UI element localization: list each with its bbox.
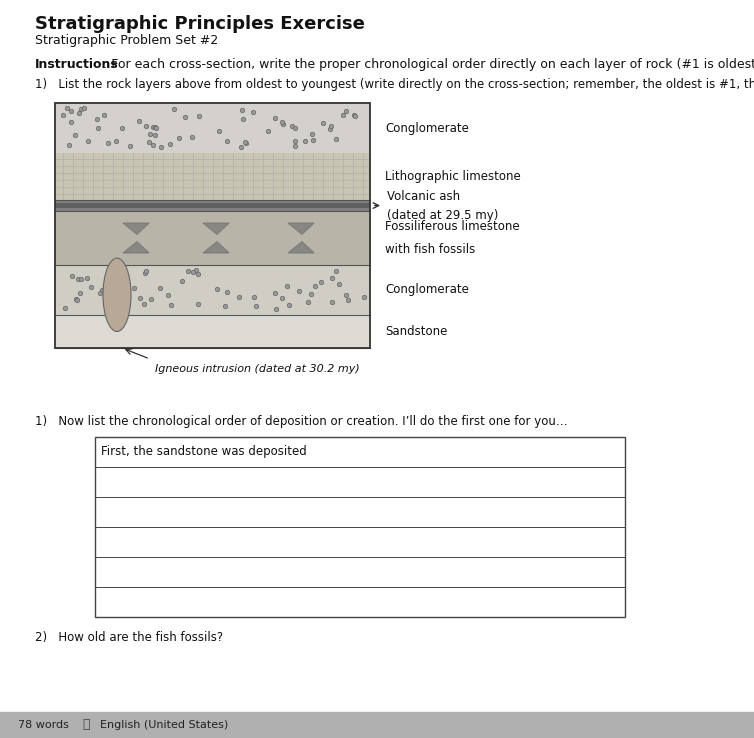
Bar	[55, 265, 370, 315]
Text: Instructions: Instructions	[35, 58, 118, 71]
Bar	[55, 103, 370, 154]
Bar	[95, 437, 625, 617]
Bar	[55, 103, 370, 348]
Text: Lithographic limestone: Lithographic limestone	[385, 170, 521, 183]
Polygon shape	[203, 242, 229, 253]
Bar	[55, 315, 370, 348]
Text: Conglomerate: Conglomerate	[385, 122, 469, 134]
Text: 1)   Now list the chronological order of deposition or creation. I’ll do the fir: 1) Now list the chronological order of d…	[35, 415, 568, 428]
Bar	[55, 211, 370, 265]
Text: with fish fossils: with fish fossils	[385, 243, 475, 256]
Text: English (United States): English (United States)	[100, 720, 228, 730]
Bar	[55, 203, 370, 208]
Text: Stratigraphic Problem Set #2: Stratigraphic Problem Set #2	[35, 34, 218, 47]
Polygon shape	[288, 242, 314, 253]
Text: Sandstone: Sandstone	[385, 325, 447, 338]
Text: 78 words: 78 words	[18, 720, 69, 730]
Text: ⎕: ⎕	[82, 719, 90, 731]
Bar	[0, 712, 754, 738]
Text: (dated at 29.5 my): (dated at 29.5 my)	[387, 209, 498, 221]
Text: First, the sandstone was deposited: First, the sandstone was deposited	[101, 446, 307, 458]
Polygon shape	[288, 223, 314, 234]
Bar	[55, 200, 370, 211]
Text: Volcanic ash: Volcanic ash	[387, 190, 460, 202]
Bar	[55, 154, 370, 200]
Text: 1)   List the rock layers above from oldest to youngest (write directly on the c: 1) List the rock layers above from oldes…	[35, 78, 754, 91]
Polygon shape	[123, 223, 149, 234]
Text: Stratigraphic Principles Exercise: Stratigraphic Principles Exercise	[35, 15, 365, 33]
Ellipse shape	[103, 258, 131, 331]
Text: Conglomerate: Conglomerate	[385, 283, 469, 297]
Text: 2)   How old are the fish fossils?: 2) How old are the fish fossils?	[35, 631, 223, 644]
Text: Fossiliferous limestone: Fossiliferous limestone	[385, 220, 520, 233]
Text: : For each cross-section, write the proper chronological order directly on each : : For each cross-section, write the prop…	[103, 58, 754, 71]
Text: Igneous intrusion (dated at 30.2 my): Igneous intrusion (dated at 30.2 my)	[155, 364, 360, 374]
Polygon shape	[123, 242, 149, 253]
Polygon shape	[203, 223, 229, 234]
